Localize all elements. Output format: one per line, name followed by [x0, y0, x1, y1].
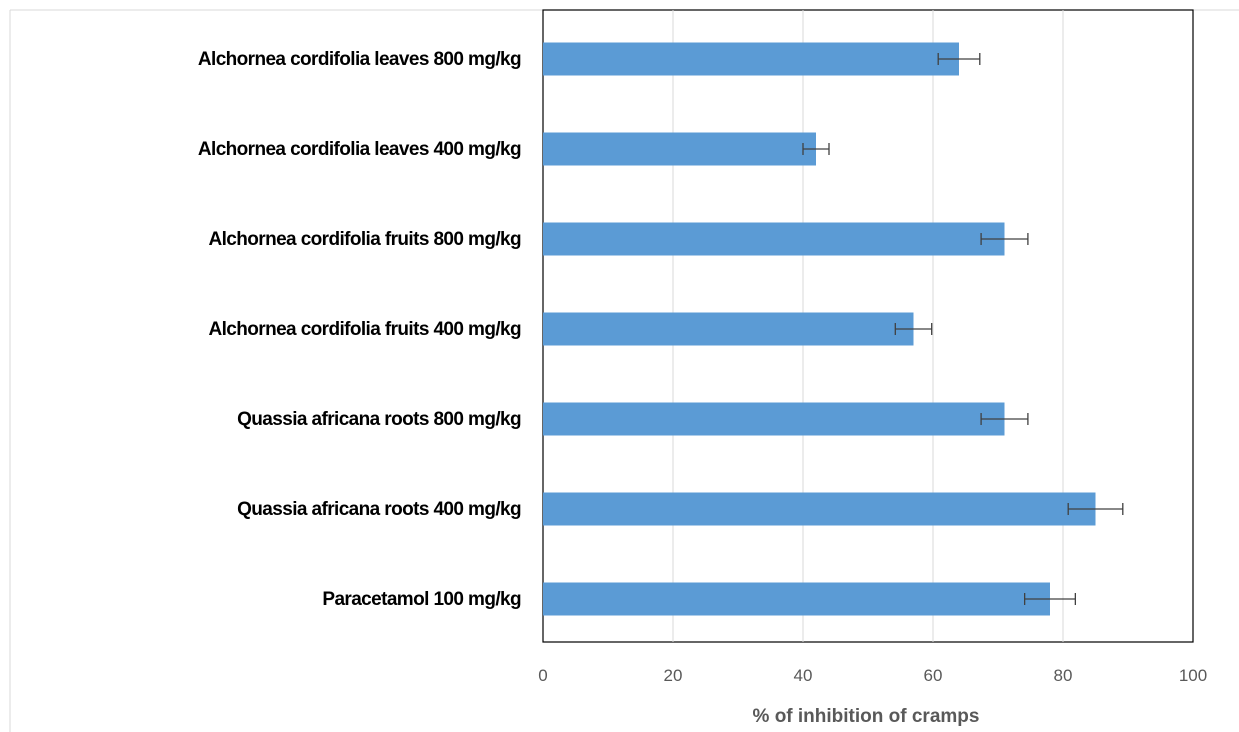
x-tick-label: 100 [1179, 666, 1207, 685]
x-axis-title: % of inhibition of cramps [753, 706, 980, 727]
category-label: Alchornea cordifolia fruits 400 mg/kg [209, 319, 522, 340]
category-label: Alchornea cordifolia fruits 800 mg/kg [209, 229, 522, 250]
category-label: Paracetamol 100 mg/kg [322, 589, 521, 610]
category-label: Quassia africana roots 400 mg/kg [237, 499, 521, 520]
x-tick-label: 60 [924, 666, 943, 685]
bar [543, 312, 914, 346]
bar [543, 402, 1005, 436]
category-label: Alchornea cordifolia leaves 800 mg/kg [198, 49, 521, 70]
x-tick-label: 40 [794, 666, 813, 685]
bar [543, 492, 1096, 526]
category-label: Quassia africana roots 800 mg/kg [237, 409, 521, 430]
x-tick-label: 20 [664, 666, 683, 685]
bar [543, 42, 959, 76]
x-tick-label: 80 [1054, 666, 1073, 685]
x-tick-label: 0 [538, 666, 547, 685]
bar [543, 582, 1050, 616]
category-label: Alchornea cordifolia leaves 400 mg/kg [198, 139, 521, 160]
bar [543, 132, 816, 166]
bar [543, 222, 1005, 256]
